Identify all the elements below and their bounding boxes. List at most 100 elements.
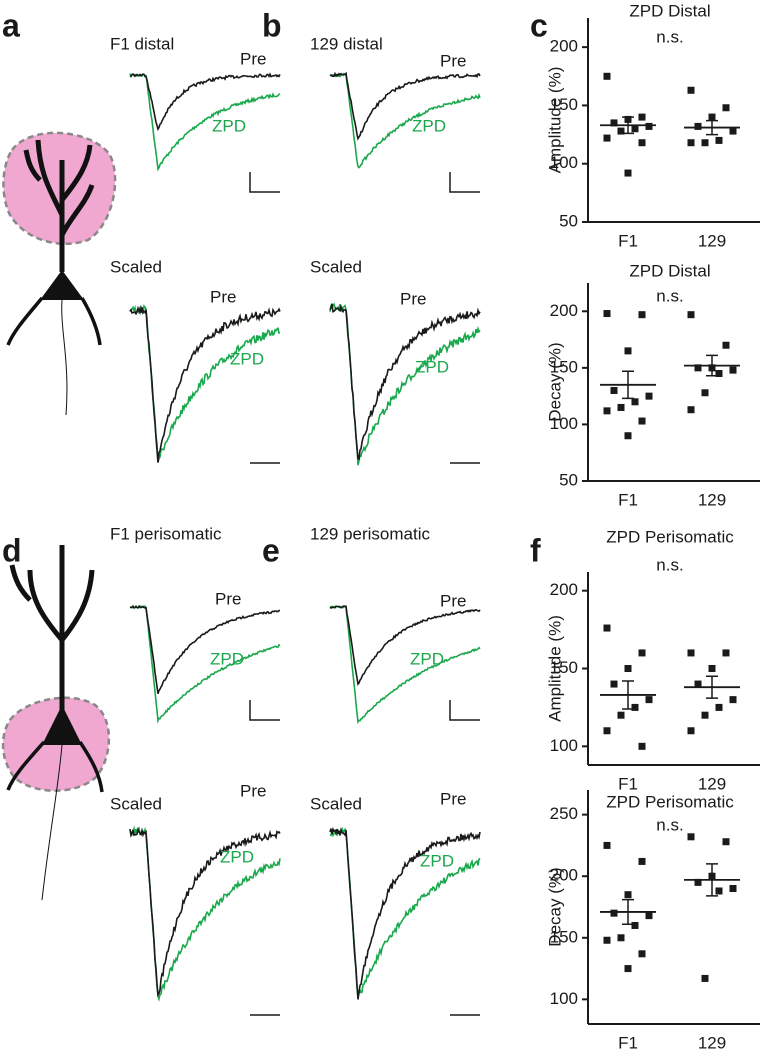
data-point (610, 680, 618, 688)
y-tick-label: 150 (550, 658, 578, 677)
trace (129, 73, 281, 172)
data-point (603, 841, 611, 849)
significance: n.s. (656, 815, 683, 834)
data-point (610, 119, 618, 127)
data-point (638, 113, 646, 121)
data-point (645, 912, 653, 920)
data-point (603, 624, 611, 632)
panel-letter: d (2, 532, 22, 568)
chart-title: ZPD Perisomatic (606, 527, 734, 546)
data-point (722, 341, 730, 349)
error-bar (622, 898, 634, 925)
chart-title: ZPD Perisomatic (606, 792, 734, 811)
trace (129, 72, 281, 132)
data-point (638, 417, 646, 425)
data-point (631, 703, 639, 711)
panel-letter: a (2, 7, 20, 43)
data-point (715, 370, 723, 378)
x-tick-label: 129 (698, 490, 726, 509)
pre-label: Pre (210, 287, 236, 306)
pre-label: Pre (240, 781, 266, 800)
data-point (694, 122, 702, 130)
pre-label: Pre (440, 591, 466, 610)
data-point (631, 398, 639, 406)
trace (129, 604, 281, 724)
trace (329, 604, 481, 725)
data-point (603, 310, 611, 318)
zpd-label: ZPD (420, 851, 454, 870)
pre-label: Pre (440, 51, 466, 70)
data-point (687, 311, 695, 319)
pre-label: Pre (215, 589, 241, 608)
data-point (617, 403, 625, 411)
data-point (701, 974, 709, 982)
scaled-title: Scaled (110, 257, 162, 276)
y-axis-label: Amplitude (%) (545, 67, 564, 174)
zpd-label: ZPD (210, 649, 244, 668)
significance: n.s. (656, 286, 683, 305)
trace-title: 129 perisomatic (310, 524, 431, 543)
x-tick-label: 129 (698, 1033, 726, 1050)
data-point (624, 891, 632, 899)
panel-letter: f (530, 532, 541, 568)
data-point (715, 703, 723, 711)
trace-title: F1 distal (110, 34, 174, 53)
data-point (701, 389, 709, 397)
trace (129, 604, 280, 695)
y-axis-label: Amplitude (%) (545, 615, 564, 722)
trace-title: F1 perisomatic (110, 524, 222, 543)
data-point (617, 127, 625, 135)
data-point (722, 838, 730, 846)
x-tick-label: F1 (618, 1033, 638, 1050)
zpd-label: ZPD (415, 357, 449, 376)
zpd-label: ZPD (230, 349, 264, 368)
trace (329, 72, 481, 169)
y-tick-label: 100 (550, 989, 578, 1008)
x-tick-label: 129 (698, 774, 726, 793)
data-point (624, 169, 632, 177)
significance: n.s. (656, 27, 683, 46)
data-point (722, 649, 730, 657)
data-point (708, 113, 716, 121)
data-point (624, 432, 632, 440)
data-point (631, 125, 639, 133)
y-tick-label: 100 (550, 153, 578, 172)
data-point (715, 136, 723, 144)
zpd-label: ZPD (412, 116, 446, 135)
panel-letter: b (262, 7, 282, 43)
data-point (638, 311, 646, 319)
data-point (708, 665, 716, 672)
zpd-label: ZPD (220, 847, 254, 866)
data-point (694, 878, 702, 886)
data-point (624, 665, 632, 672)
data-point (624, 347, 632, 355)
scale-bar (449, 172, 480, 193)
y-tick-label: 50 (559, 211, 578, 230)
trace (129, 305, 281, 463)
data-point (687, 727, 695, 735)
data-point (610, 386, 618, 394)
data-point (687, 139, 695, 147)
data-point (603, 72, 611, 80)
data-point (687, 86, 695, 94)
trace (329, 71, 481, 141)
y-tick-label: 250 (550, 804, 578, 823)
data-point (729, 885, 737, 893)
data-point (603, 407, 611, 415)
data-point (603, 936, 611, 944)
data-point (638, 857, 646, 865)
data-point (645, 696, 653, 704)
y-tick-label: 50 (559, 470, 578, 489)
data-point (645, 122, 653, 130)
y-tick-label: 200 (550, 580, 578, 599)
pre-label: Pre (440, 789, 466, 808)
data-point (687, 833, 695, 841)
error-bar (706, 863, 718, 897)
data-point (701, 711, 709, 719)
error-bar (622, 680, 634, 710)
scale-bar (449, 700, 480, 721)
scale-bar (249, 700, 280, 721)
trace-title: 129 distal (310, 34, 383, 53)
error-bar (706, 119, 718, 136)
